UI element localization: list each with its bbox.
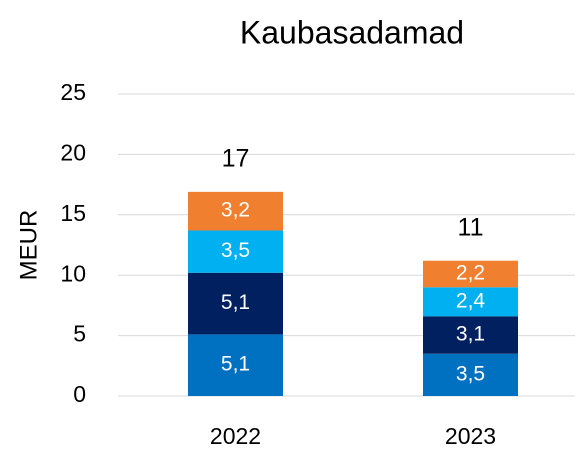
- y-tick-label: 15: [60, 200, 86, 226]
- bar-segment: [423, 353, 518, 396]
- x-tick-label: 2022: [210, 423, 261, 449]
- data-label: 3,5: [456, 362, 485, 385]
- data-label: 3,2: [221, 199, 250, 222]
- y-tick-label: 20: [60, 139, 86, 165]
- y-tick-label: 5: [73, 321, 86, 347]
- y-tick-label: 0: [73, 381, 86, 407]
- y-tick-label: 25: [60, 79, 86, 105]
- total-label: 17: [222, 144, 250, 172]
- bar-segment: [188, 191, 283, 231]
- data-label: 5,1: [221, 353, 250, 376]
- bar-segment: [188, 272, 283, 335]
- x-tick-label: 2023: [445, 423, 496, 449]
- data-label: 2,2: [456, 262, 485, 285]
- bar-segment: [423, 316, 518, 354]
- bar-segment: [423, 260, 518, 288]
- total-label: 11: [458, 213, 484, 241]
- y-tick-label: 10: [60, 260, 86, 286]
- data-label: 5,1: [221, 291, 250, 314]
- bar-segment: [188, 334, 283, 396]
- data-label: 3,5: [221, 239, 250, 262]
- bar-segment: [423, 287, 518, 317]
- data-label: 2,4: [456, 289, 486, 312]
- data-label: 3,1: [456, 323, 485, 346]
- chart-title: Kaubasadamad: [240, 14, 464, 50]
- y-axis-label: MEUR: [15, 210, 42, 281]
- bar-segment: [188, 230, 283, 273]
